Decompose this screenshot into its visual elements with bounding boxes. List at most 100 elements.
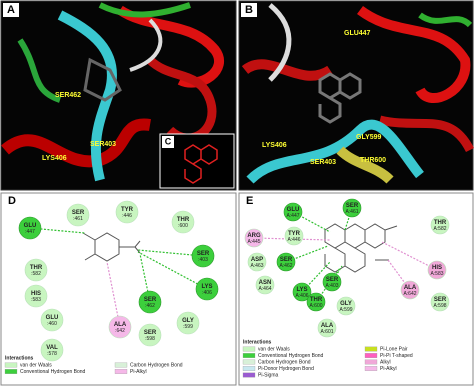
residue-node: [336, 296, 356, 316]
legend-swatch: [242, 359, 256, 365]
residue-name: GLU: [46, 315, 59, 321]
interaction-line: [387, 259, 411, 291]
residue-number: :599: [183, 324, 193, 330]
legend-swatch: [114, 369, 128, 374]
residue-number: A:583: [430, 271, 443, 277]
residue-node: [283, 202, 303, 222]
residue-number: :446: [122, 213, 132, 219]
residue-name: SER: [197, 251, 210, 257]
residue-node: [247, 252, 267, 272]
residue-annotation: SER403: [90, 141, 116, 148]
residue-number: A:445: [247, 239, 260, 245]
legend-label: Pi-Pi T-shaped: [380, 353, 413, 359]
residue-number: A:600: [309, 303, 322, 309]
legend-swatch: [242, 372, 256, 378]
legend-swatch: [364, 366, 378, 371]
residue-number: :600: [178, 223, 188, 229]
residue-node: [115, 200, 139, 224]
residue-annotation: THR600: [360, 157, 386, 164]
residue-number: :461: [73, 216, 83, 222]
residue-name: VAL: [46, 345, 58, 351]
residue-annotation: SER403: [310, 159, 336, 166]
residue-node: [430, 292, 450, 312]
residue-number: A:403: [325, 283, 338, 289]
residue-node: [427, 260, 447, 280]
legend-title: Interactions: [5, 355, 34, 361]
residue-annotation: SER462: [55, 92, 81, 99]
residue-node: [138, 290, 162, 314]
panel-a: A SER462 LYS406 SER403 C: [0, 0, 237, 191]
ligand: [324, 223, 398, 273]
legend-swatch: [242, 353, 256, 358]
panel-label: A: [7, 4, 15, 16]
panel-b: B GLU447 GLY599 LYS406 SER403 THR600: [238, 0, 474, 191]
residue-annotation: GLU447: [344, 30, 371, 37]
residue-node: [40, 338, 64, 362]
legend-label: Carbon Hydrogen Bond: [130, 362, 183, 368]
residue-name: SER: [326, 277, 339, 283]
residue-node: [276, 252, 296, 272]
residue-name: GLU: [24, 223, 37, 229]
residue-name: ASN: [259, 280, 272, 286]
residue-number: A:447: [286, 213, 299, 219]
residue-number: A:642: [403, 291, 416, 297]
residue-number: A:601: [320, 329, 333, 335]
residue-number: :460: [47, 321, 57, 327]
panel-label: C: [165, 136, 172, 146]
residue-name: SER: [72, 210, 85, 216]
legend-swatch: [4, 369, 18, 374]
residue-number: A:406: [295, 293, 308, 299]
residue-node: [24, 258, 48, 282]
residue-node: [18, 216, 42, 240]
residue-name: GLU: [287, 207, 300, 213]
interaction-line: [253, 237, 331, 241]
legend-title: Interactions: [243, 339, 272, 345]
residue-number: A:598: [433, 303, 446, 309]
residue-name: SER: [280, 257, 293, 263]
residue-name: TYR: [121, 207, 134, 213]
residue-node: [342, 198, 362, 218]
residue-number: A:461: [345, 209, 358, 215]
residue-name: THR: [30, 265, 43, 271]
residue-name: GLY: [340, 301, 352, 307]
residue-number: :583: [31, 297, 41, 303]
residue-node: [292, 282, 312, 302]
residue-name: THR: [310, 297, 323, 303]
interaction-line: [29, 227, 86, 234]
residue-name: SER: [434, 297, 447, 303]
residue-node: [138, 323, 162, 347]
residue-number: A:462: [279, 263, 292, 269]
residue-number: :462: [145, 303, 155, 309]
residue-number: :598: [145, 336, 155, 342]
residue-number: :447: [25, 229, 35, 235]
legend-swatch: [242, 346, 256, 352]
legend-label: Pi-Lone Pair: [380, 346, 408, 352]
residue-number: :403: [198, 257, 208, 263]
legend-label: Conventional Hydrogen Bond: [20, 369, 86, 375]
residue-node: [284, 226, 304, 246]
legend-label: van der Waals: [20, 362, 52, 368]
legend-swatch: [242, 366, 256, 371]
residue-name: THR: [177, 217, 190, 223]
residue-node: [244, 228, 264, 248]
residue-number: A:582: [433, 226, 446, 232]
residue-node: [400, 280, 420, 300]
residue-node: [255, 275, 275, 295]
label-box: [3, 3, 19, 17]
residue-name: GLY: [182, 318, 194, 324]
panel-label: B: [245, 4, 253, 16]
residue-node: [317, 318, 337, 338]
residue-node: [108, 315, 132, 339]
legend-label: Conventional Hydrogen Bond: [258, 353, 324, 359]
residue-name: THR: [434, 220, 447, 226]
legend-label: Alkyl: [380, 359, 391, 365]
residue-name: LYS: [201, 284, 212, 290]
legend-label: Pi-Alkyl: [130, 369, 147, 375]
legend-swatch: [364, 346, 378, 352]
residue-node: [195, 277, 219, 301]
residue-name: ALA: [404, 285, 417, 291]
residue-number: A:599: [339, 307, 352, 313]
residue-number: :406: [202, 290, 212, 296]
residue-number: A:446: [287, 237, 300, 243]
